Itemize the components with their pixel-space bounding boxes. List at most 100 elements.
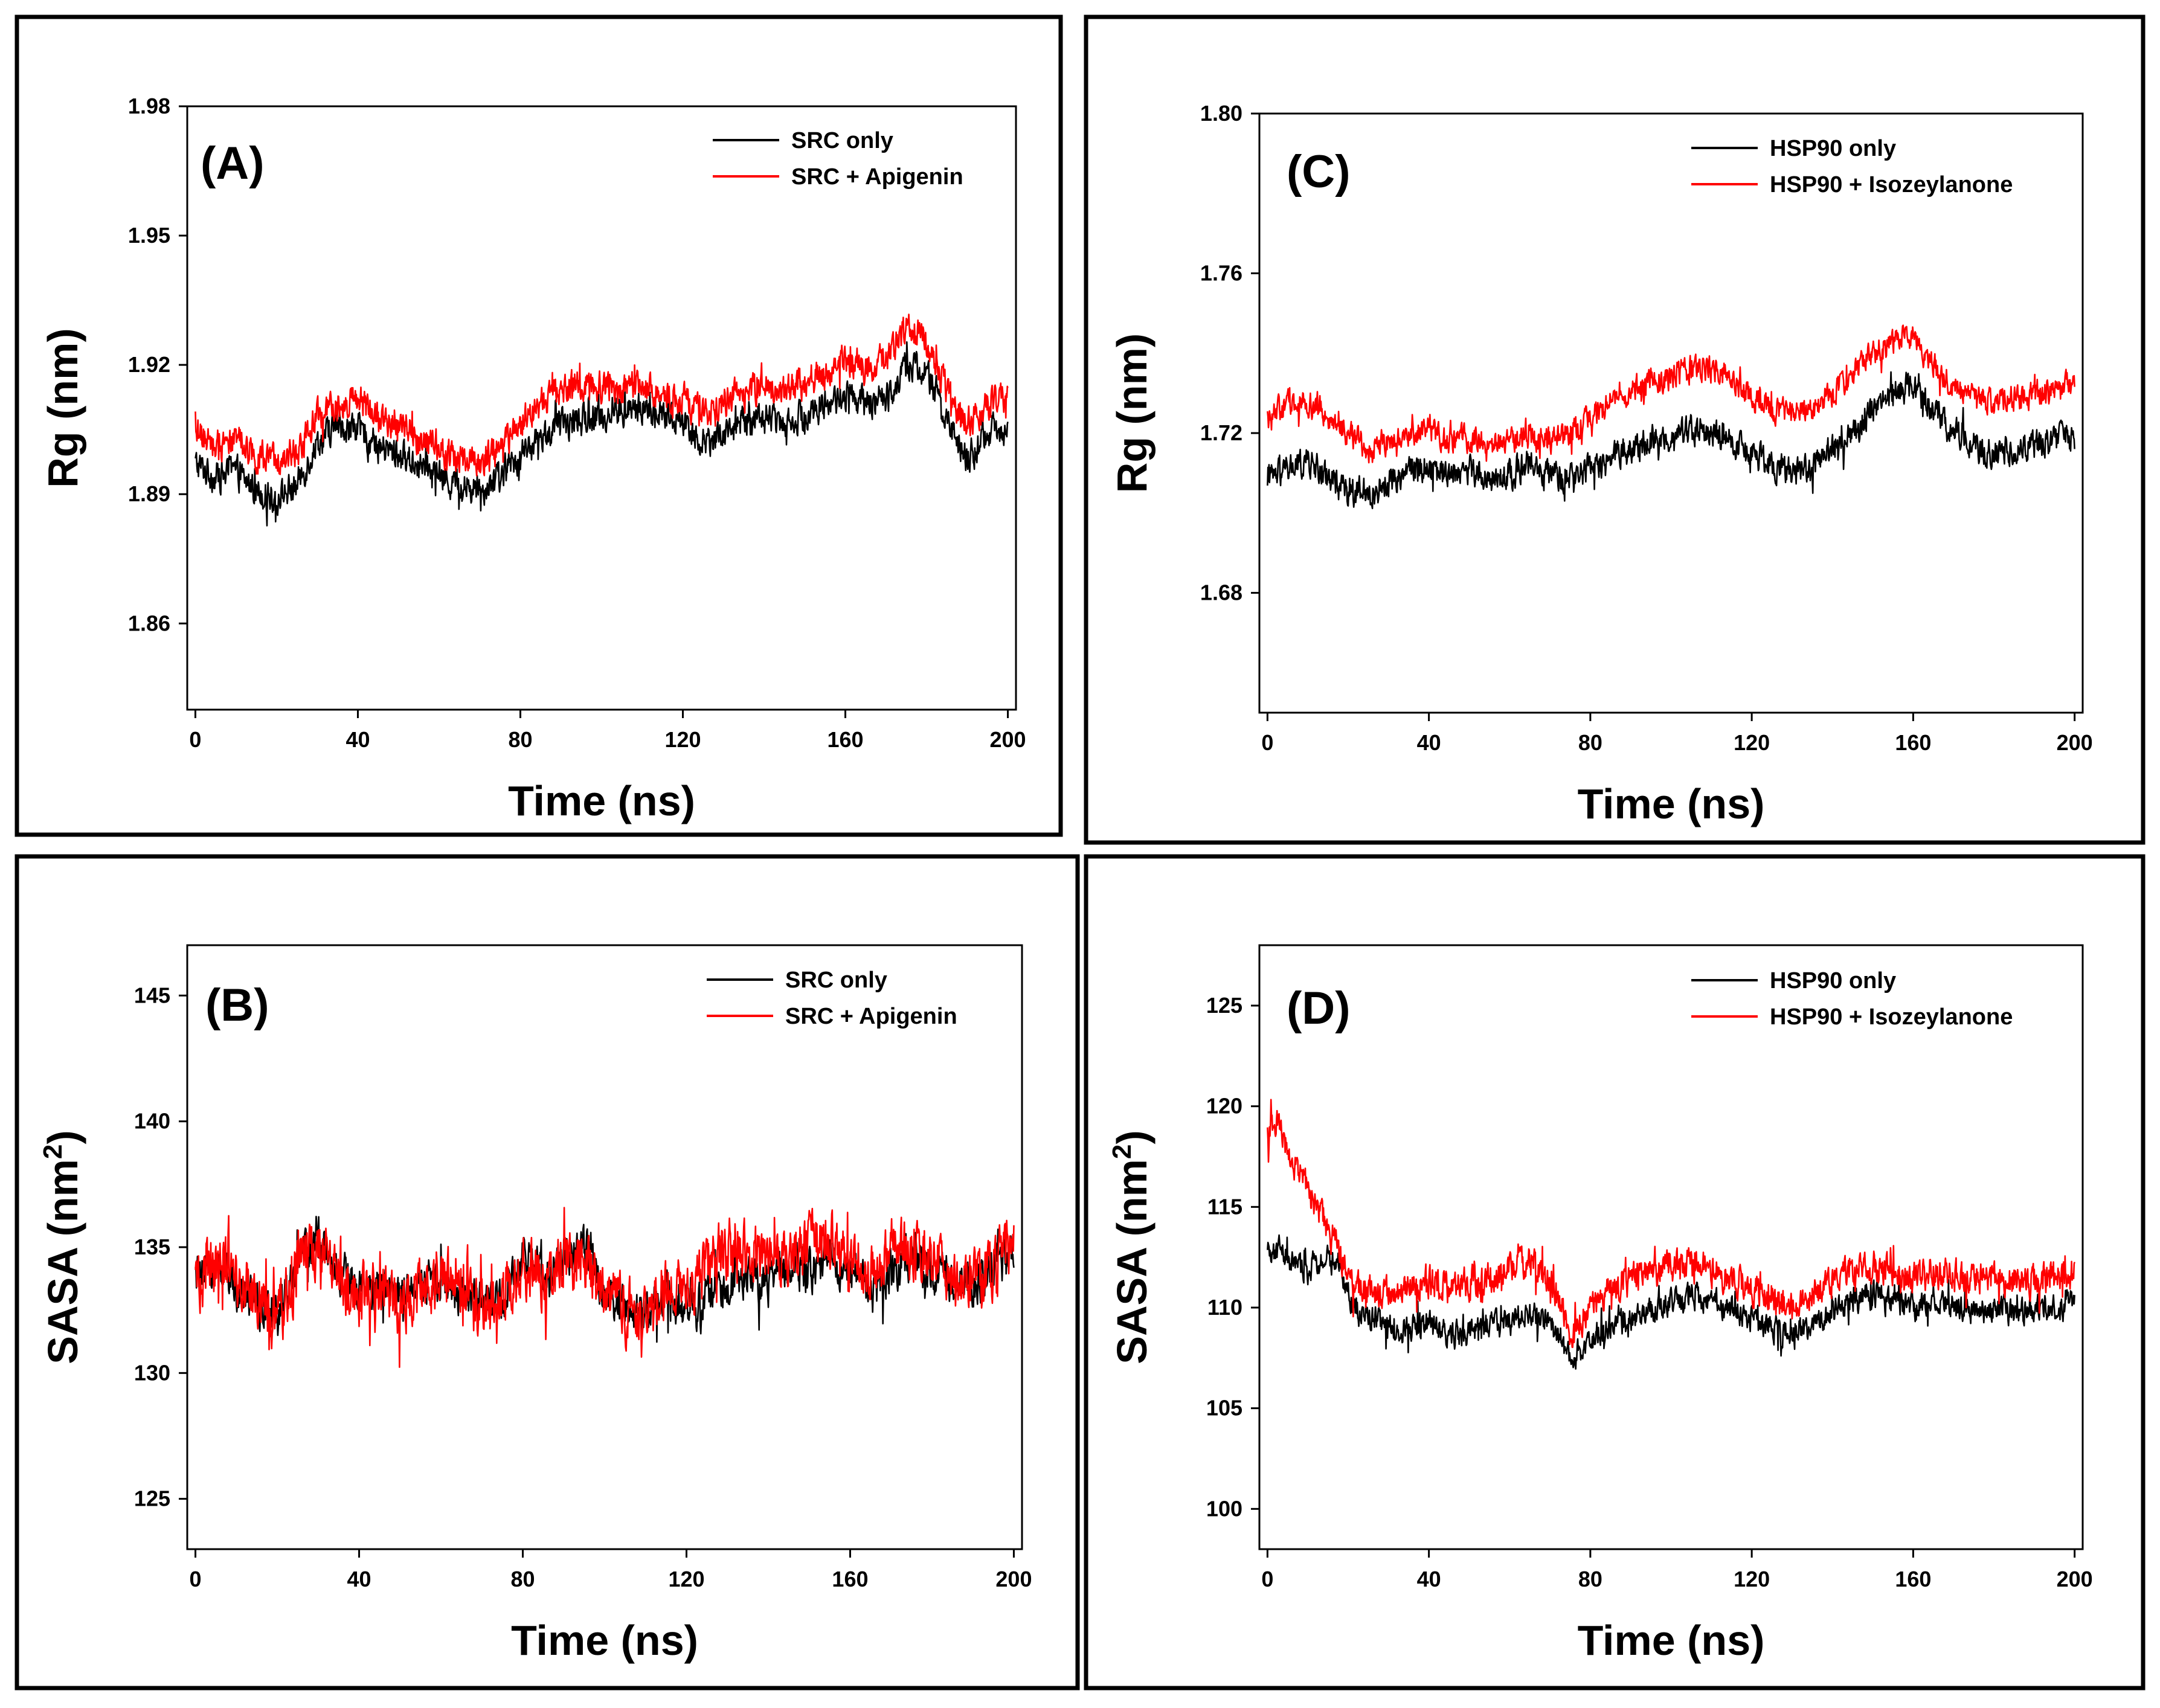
plot-area-border [186, 105, 1017, 711]
series-line-src-apigenin [194, 1207, 1015, 1368]
x-tick-label: 40 [346, 727, 370, 752]
y-axis-label-superscript: 2 [38, 1145, 68, 1159]
x-tick-label: 160 [827, 727, 863, 752]
x-tick-label: 120 [668, 1567, 704, 1591]
y-tick-label: 125 [1206, 993, 1242, 1018]
series-group [194, 313, 1009, 527]
y-axis-label: Rg (nm) [39, 328, 86, 487]
y-tick-label: 1.68 [1200, 580, 1242, 605]
x-tick-label: 80 [1578, 730, 1602, 755]
legend-entry: SRC + Apigenin [785, 1004, 957, 1029]
x-tick-label: 160 [832, 1567, 868, 1591]
y-tick-label: 1.89 [128, 481, 170, 506]
legend-entry: HSP90 only [1770, 968, 1896, 994]
legend-entry: SRC only [785, 968, 887, 993]
panel-label: (A) [201, 138, 265, 189]
legend: SRC only SRC + Apigenin [707, 968, 957, 1029]
series-line-src-apigenin [194, 313, 1009, 477]
y-axis-label-main: Rg (nm) [1108, 333, 1156, 493]
panel-frame [1084, 854, 2146, 1690]
y-axis-label-close: ) [1108, 1130, 1156, 1144]
x-tick-label: 200 [2057, 1567, 2093, 1591]
series-group [1267, 1099, 2075, 1370]
y-axis-label-main: SASA (nm [39, 1159, 86, 1364]
y-axis-label: SASA (nm2) [38, 1130, 86, 1364]
y-tick-label: 105 [1206, 1396, 1242, 1421]
series-line-src-only [194, 341, 1009, 527]
y-tick-label: 110 [1207, 1295, 1242, 1320]
panel-a: 0 40 80 120 160 200 1.86 1.89 1.92 1.95 1.98 Time (… [14, 14, 1063, 837]
y-tick-label: 1.72 [1200, 420, 1242, 445]
y-tick-label: 125 [134, 1486, 170, 1511]
panel-frame [14, 14, 1063, 837]
legend: HSP90 only HSP90 + Isozeylanone [1691, 968, 2013, 1030]
x-tick-label: 0 [189, 727, 201, 752]
series-line-hsp90-isozeylanone [1267, 324, 2075, 464]
y-tick-label: 1.98 [128, 94, 170, 118]
y-tick-label: 1.86 [128, 611, 170, 635]
panel-frame [14, 854, 1080, 1690]
y-tick-label: 1.95 [128, 223, 170, 248]
y-axis-label: SASA (nm2) [1107, 1130, 1156, 1364]
y-axis-label-main: Rg (nm) [39, 328, 86, 487]
panel-label: (C) [1287, 146, 1351, 197]
plot-area-border [1258, 112, 2084, 714]
panel-label: (D) [1287, 983, 1351, 1034]
y-tick-label: 1.92 [128, 352, 170, 377]
x-axis-label: Time (ns) [511, 1617, 698, 1664]
legend-entry: SRC only [791, 128, 893, 153]
y-tick-label: 1.80 [1200, 101, 1242, 126]
x-tick-label: 200 [990, 727, 1026, 752]
series-group [1267, 324, 2075, 510]
x-tick-label: 80 [1578, 1567, 1602, 1591]
y-axis-label: Rg (nm) [1108, 333, 1156, 493]
x-tick-label: 120 [1734, 730, 1770, 755]
x-tick-label: 80 [510, 1567, 535, 1591]
panel-label: (B) [205, 980, 269, 1031]
series-line-hsp90-only [1267, 371, 2075, 510]
x-tick-label: 160 [1895, 1567, 1931, 1591]
x-tick-label: 40 [347, 1567, 371, 1591]
panel-b: 0 40 80 120 160 200 125 130 135 140 145 Time (ns) SA… [14, 854, 1080, 1690]
plot-area-border [1258, 944, 2084, 1550]
x-tick-label: 120 [1734, 1567, 1770, 1591]
x-axis-label: Time (ns) [1578, 780, 1765, 827]
legend-entry: HSP90 + Isozeylanone [1770, 1004, 2013, 1030]
series-line-hsp90-isozeylanone [1267, 1099, 2075, 1349]
x-tick-label: 120 [664, 727, 701, 752]
x-tick-label: 40 [1417, 730, 1441, 755]
y-tick-label: 140 [134, 1109, 170, 1134]
panel-d: 0 40 80 120 160 200 100 105 110 115 120 125 Time (ns… [1084, 854, 2146, 1690]
legend-entry: HSP90 + Isozeylanone [1770, 172, 2013, 197]
y-tick-label: 145 [134, 983, 170, 1007]
panel-c: 0 40 80 120 160 200 1.68 1.72 1.76 1.80 Time (ns) R… [1084, 14, 2146, 845]
y-tick-label: 1.76 [1200, 261, 1242, 286]
y-tick-label: 115 [1207, 1194, 1242, 1219]
x-tick-label: 0 [1261, 730, 1273, 755]
x-tick-label: 0 [190, 1567, 202, 1591]
legend-entry: HSP90 only [1770, 136, 1896, 161]
panel-frame [1084, 14, 2146, 845]
x-tick-label: 200 [995, 1567, 1032, 1591]
series-line-hsp90-only [1267, 1234, 2075, 1370]
series-group [194, 1207, 1015, 1368]
y-axis-label-main: SASA (nm [1108, 1159, 1156, 1364]
y-axis-label-close: ) [39, 1130, 86, 1144]
legend: SRC only SRC + Apigenin [713, 128, 963, 190]
x-tick-label: 40 [1417, 1567, 1441, 1591]
y-tick-label: 135 [134, 1234, 170, 1259]
y-axis-label-superscript: 2 [1107, 1145, 1137, 1159]
legend: HSP90 only HSP90 + Isozeylanone [1691, 136, 2013, 197]
y-tick-label: 100 [1206, 1496, 1242, 1521]
legend-entry: SRC + Apigenin [791, 164, 963, 190]
x-axis-label: Time (ns) [508, 777, 695, 824]
y-tick-label: 130 [134, 1360, 170, 1385]
x-tick-label: 160 [1895, 730, 1931, 755]
x-axis-label: Time (ns) [1578, 1617, 1765, 1664]
x-tick-label: 80 [508, 727, 532, 752]
x-tick-label: 200 [2057, 730, 2093, 755]
x-tick-label: 0 [1261, 1567, 1273, 1591]
